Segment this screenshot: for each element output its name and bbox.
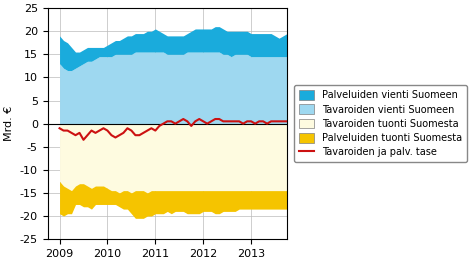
Legend: Palveluiden vienti Suomeen, Tavaroiden vienti Suomeen, Tavaroiden tuonti Suomest: Palveluiden vienti Suomeen, Tavaroiden v… [295, 85, 466, 162]
Y-axis label: Mrd. €: Mrd. € [4, 106, 14, 141]
